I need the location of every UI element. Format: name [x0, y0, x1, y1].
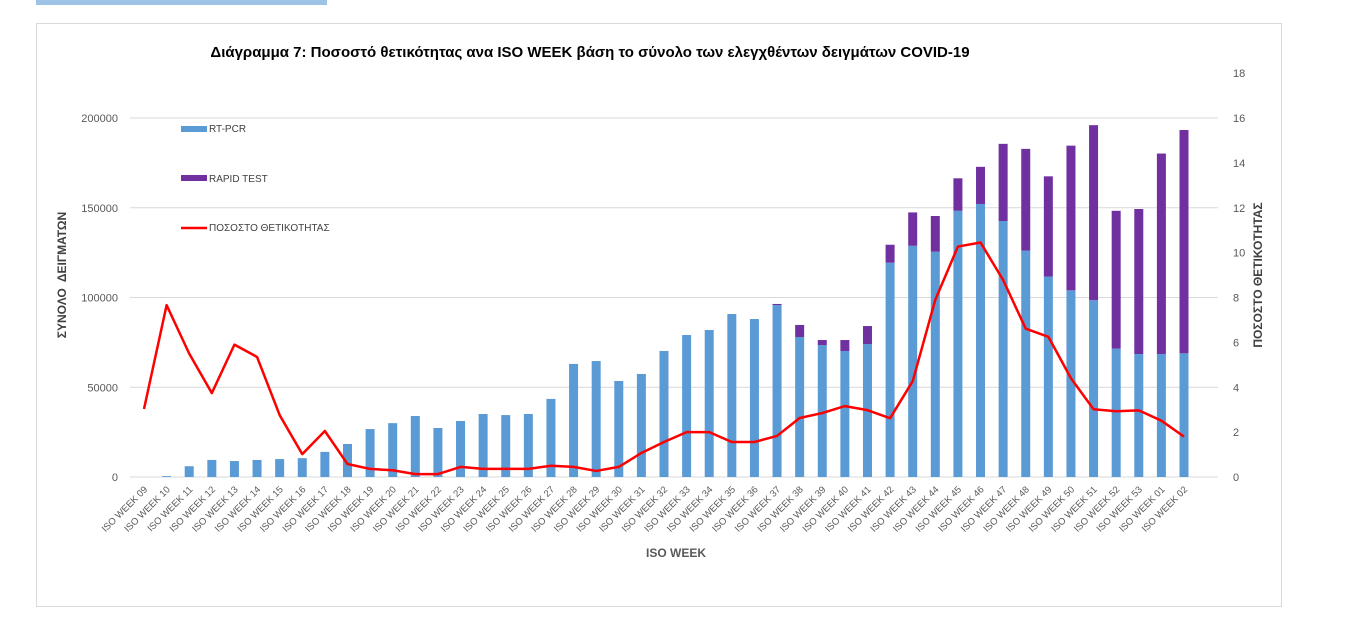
y2-tick-label: 2 — [1233, 427, 1239, 439]
y-tick-label: 0 — [112, 472, 118, 484]
bar-rt-pcr — [1021, 250, 1031, 477]
legend-label-rt-pcr: RT-PCR — [209, 124, 246, 135]
bar-rt-pcr — [591, 361, 601, 477]
bar-rt-pcr — [207, 459, 217, 477]
bar-rt-pcr — [478, 413, 488, 477]
bars — [162, 125, 1189, 477]
bar-rt-pcr — [908, 245, 918, 477]
bar-rt-pcr — [885, 262, 895, 477]
y2-tick-label: 14 — [1233, 158, 1245, 170]
y-tick-label: 50000 — [87, 382, 118, 394]
bar-rapid-test — [1021, 148, 1031, 251]
y2-tick-label: 4 — [1233, 382, 1239, 394]
bar-rapid-test — [885, 244, 895, 263]
y-tick-label: 150000 — [81, 203, 118, 215]
bar-rt-pcr — [546, 398, 556, 477]
bar-rt-pcr — [1179, 353, 1189, 477]
bar-rapid-test — [772, 303, 782, 306]
selected-text-highlight — [36, 0, 327, 5]
chart-title: Διάγραμμα 7: Ποσοστό θετικότητας ανα ISO… — [210, 44, 969, 61]
bar-rt-pcr — [772, 305, 782, 477]
bar-rt-pcr — [976, 203, 986, 477]
bar-rt-pcr — [229, 461, 239, 477]
bar-rt-pcr — [659, 350, 669, 477]
bar-rt-pcr — [410, 415, 420, 477]
bar-rapid-test — [953, 178, 963, 211]
bar-rt-pcr — [252, 459, 262, 477]
bar-rt-pcr — [953, 210, 963, 477]
y-tick-label: 200000 — [81, 113, 118, 125]
legend-label-positivity: ΠΟΣΟΣΤΟ ΘΕΤΙΚΟΤΗΤΑΣ — [209, 223, 330, 234]
bar-rt-pcr — [614, 380, 624, 477]
y-axis-title: ΣΥΝΟΛΟ ΔΕΙΓΜΑΤΩΝ — [55, 212, 69, 338]
legend: RT-PCR RAPID TEST ΠΟΣΟΣΤΟ ΘΕΤΙΚΟΤΗΤΑΣ — [181, 124, 330, 234]
bar-rt-pcr — [388, 423, 398, 477]
y2-tick-label: 10 — [1233, 248, 1245, 260]
bar-rt-pcr — [501, 415, 511, 477]
bar-rt-pcr — [1111, 348, 1121, 477]
bar-rt-pcr — [569, 363, 579, 477]
y2-tick-label: 6 — [1233, 337, 1239, 349]
bar-rt-pcr — [184, 466, 194, 477]
bar-rapid-test — [1156, 153, 1166, 355]
bar-rapid-test — [1134, 209, 1144, 355]
bar-rapid-test — [1111, 210, 1121, 349]
bar-rt-pcr — [930, 251, 940, 477]
bar-rt-pcr — [817, 345, 827, 477]
y2-axis-title: ΠΟΣΟΣΤΟ ΘΕΤΙΚΟΤΗΤΑΣ — [1251, 202, 1265, 347]
bar-rt-pcr — [365, 429, 375, 477]
bar-rt-pcr — [795, 336, 805, 477]
bar-rt-pcr — [1089, 300, 1099, 477]
bar-rt-pcr — [297, 458, 307, 477]
bar-rapid-test — [976, 166, 986, 204]
bar-rapid-test — [1043, 176, 1053, 277]
gridlines — [130, 117, 1218, 478]
positivity-line — [142, 241, 1185, 476]
bar-rapid-test — [1089, 125, 1099, 301]
bar-rt-pcr — [1156, 354, 1166, 477]
bar-rapid-test — [840, 340, 850, 351]
bar-rt-pcr — [840, 350, 850, 477]
bar-rt-pcr — [1134, 354, 1144, 477]
bar-rt-pcr — [275, 459, 285, 477]
y2-tick-label: 8 — [1233, 293, 1239, 305]
bar-rapid-test — [1179, 130, 1189, 354]
bar-rt-pcr — [456, 420, 466, 477]
chart-frame — [36, 23, 1282, 607]
bar-rt-pcr — [342, 443, 352, 477]
legend-swatch-rt-pcr — [181, 126, 207, 132]
legend-label-rapid-test: RAPID TEST — [209, 174, 268, 185]
y2-tick-label: 0 — [1233, 472, 1239, 484]
bar-rt-pcr — [433, 427, 443, 477]
bar-rt-pcr — [1066, 290, 1076, 477]
bar-rt-pcr — [704, 329, 714, 477]
bar-rapid-test — [908, 212, 918, 246]
bar-rapid-test — [1066, 145, 1076, 291]
legend-swatch-rapid-test — [181, 175, 207, 181]
bar-rapid-test — [998, 143, 1008, 222]
y2-tick-label: 16 — [1233, 113, 1245, 125]
bar-rapid-test — [862, 326, 872, 344]
y2-tick-label: 18 — [1233, 68, 1245, 80]
bar-rt-pcr — [998, 221, 1008, 477]
bar-rapid-test — [795, 324, 805, 337]
bar-rt-pcr — [162, 476, 172, 477]
y2-tick-label: 12 — [1233, 203, 1245, 215]
bar-rapid-test — [930, 216, 940, 252]
bar-rt-pcr — [727, 314, 737, 477]
y-tick-label: 100000 — [81, 293, 118, 305]
bar-rt-pcr — [523, 413, 533, 477]
bar-rt-pcr — [749, 319, 759, 477]
left-axis-ticks: 0 50000 100000 150000 200000 — [81, 113, 118, 484]
right-axis-ticks: 0 2 4 6 8 10 12 14 16 18 — [1233, 68, 1245, 484]
bar-rt-pcr — [320, 451, 330, 477]
bar-rt-pcr — [1043, 276, 1053, 477]
bar-rapid-test — [817, 340, 827, 346]
bar-rt-pcr — [682, 335, 692, 477]
bar-rt-pcr — [636, 373, 646, 477]
line-series-positivity — [142, 241, 1185, 476]
x-axis-title: ISO WEEK — [646, 546, 706, 560]
